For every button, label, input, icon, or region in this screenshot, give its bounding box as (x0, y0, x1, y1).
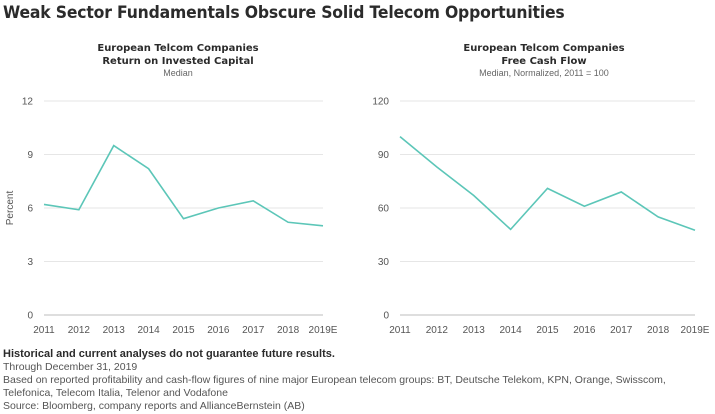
y-tick-label: 30 (378, 257, 390, 268)
x-tick-label: 2012 (68, 325, 91, 336)
y-tick-label: 120 (372, 97, 389, 108)
series-line (399, 136, 696, 232)
roic-chart: European Telcom Companies Return on Inve… (5, 43, 338, 336)
x-tick-label: 2012 (426, 325, 449, 336)
x-tick-label: 2016 (207, 325, 230, 336)
y-tick-label: 60 (378, 204, 390, 215)
x-tick-label: 2015 (536, 325, 559, 336)
chart-title-line2: Free Cash Flow (501, 56, 586, 67)
y-tick-label: 3 (27, 257, 33, 268)
basis-note: Based on reported profitability and cash… (3, 374, 666, 399)
x-tick-label: 2014 (138, 325, 161, 336)
fcf-chart: European Telcom Companies Free Cash Flow… (372, 43, 709, 336)
y-tick-label: 0 (27, 311, 33, 322)
x-tick-label: 2019E (681, 325, 710, 336)
x-tick-label: 2016 (573, 325, 596, 336)
y-axis-label: Percent (5, 191, 16, 226)
footer-notes: Historical and current analyses do not g… (3, 348, 715, 413)
x-tick-label: 2011 (33, 325, 55, 336)
x-tick-label: 2017 (242, 325, 265, 336)
chart-title-line1: European Telcom Companies (463, 43, 624, 54)
x-tick-label: 2018 (647, 325, 670, 336)
source-note: Source: Bloomberg, company reports and A… (3, 400, 305, 412)
x-tick-label: 2018 (277, 325, 300, 336)
chart-title-line1: European Telcom Companies (97, 43, 258, 54)
y-tick-label: 12 (22, 97, 34, 108)
charts-canvas: European Telcom Companies Return on Inve… (5, 43, 710, 336)
y-tick-label: 90 (378, 150, 390, 161)
x-tick-label: 2019E (309, 325, 338, 336)
page-title: Weak Sector Fundamentals Obscure Solid T… (3, 3, 565, 23)
x-tick-label: 2014 (500, 325, 523, 336)
x-tick-label: 2013 (463, 325, 486, 336)
y-tick-label: 6 (27, 204, 33, 215)
chart-subtitle: Median, Normalized, 2011 = 100 (479, 68, 609, 78)
y-tick-label: 9 (27, 150, 33, 161)
x-tick-label: 2011 (389, 325, 411, 336)
chart-title-line2: Return on Invested Capital (102, 56, 253, 67)
y-tick-label: 0 (383, 311, 389, 322)
x-tick-label: 2017 (610, 325, 633, 336)
disclaimer: Historical and current analyses do not g… (3, 348, 335, 360)
through-date: Through December 31, 2019 (3, 361, 138, 373)
x-tick-label: 2015 (172, 325, 195, 336)
series-line (43, 144, 324, 227)
x-tick-label: 2013 (103, 325, 126, 336)
chart-subtitle: Median (163, 68, 193, 78)
